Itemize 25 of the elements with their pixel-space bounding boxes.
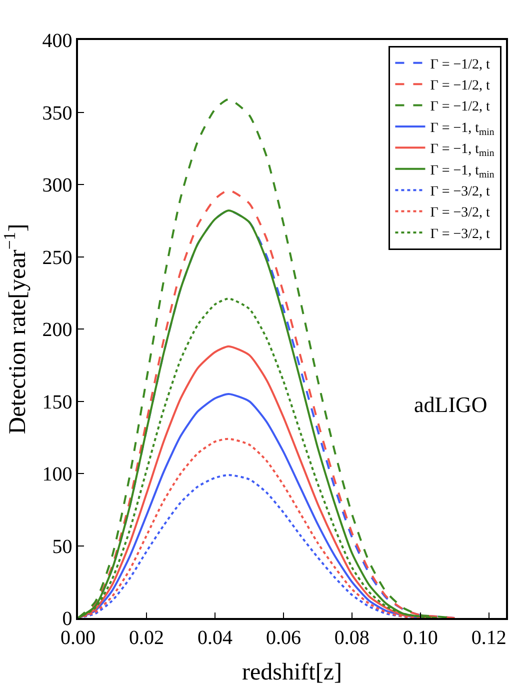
annotation: adLIGO <box>414 392 488 417</box>
y-tick-label: 50 <box>52 536 72 558</box>
legend-label: Γ = −1, t$_{min}$ <box>430 120 494 138</box>
legend-label: Γ = −3/2, t <box>430 184 490 200</box>
y-tick-label: 100 <box>42 464 72 486</box>
x-tick-label: 0.08 <box>334 626 370 649</box>
legend-label: Γ = −1, t$_{min}$ <box>430 142 494 160</box>
x-tick-label: 0.06 <box>266 626 301 649</box>
y-tick-label: 150 <box>42 391 72 414</box>
y-tick-label: 250 <box>42 246 72 269</box>
legend-label: Γ = −3/2, t <box>430 206 490 221</box>
legend-label: Γ = −1/2, t <box>430 100 490 115</box>
legend-label: Γ = −1, t$_{min}$ <box>430 163 494 180</box>
y-tick-label: 300 <box>42 174 72 196</box>
x-tick-label: 0.12 <box>471 626 506 649</box>
legend-label: Γ = −3/2, t <box>430 226 490 242</box>
legend-label: Γ = −1/2, t <box>430 78 490 94</box>
x-tick-label: 0.02 <box>128 626 164 649</box>
legend-label: Γ = −1/2, t <box>430 57 490 72</box>
y-tick-label: 400 <box>42 30 72 52</box>
y-tick-label: 350 <box>42 102 72 124</box>
y-tick-label: 200 <box>42 319 72 341</box>
x-tick-label: 0.04 <box>197 626 232 649</box>
x-axis-title: redshift[z] <box>242 660 342 686</box>
x-tick-label: 0.10 <box>402 626 438 649</box>
